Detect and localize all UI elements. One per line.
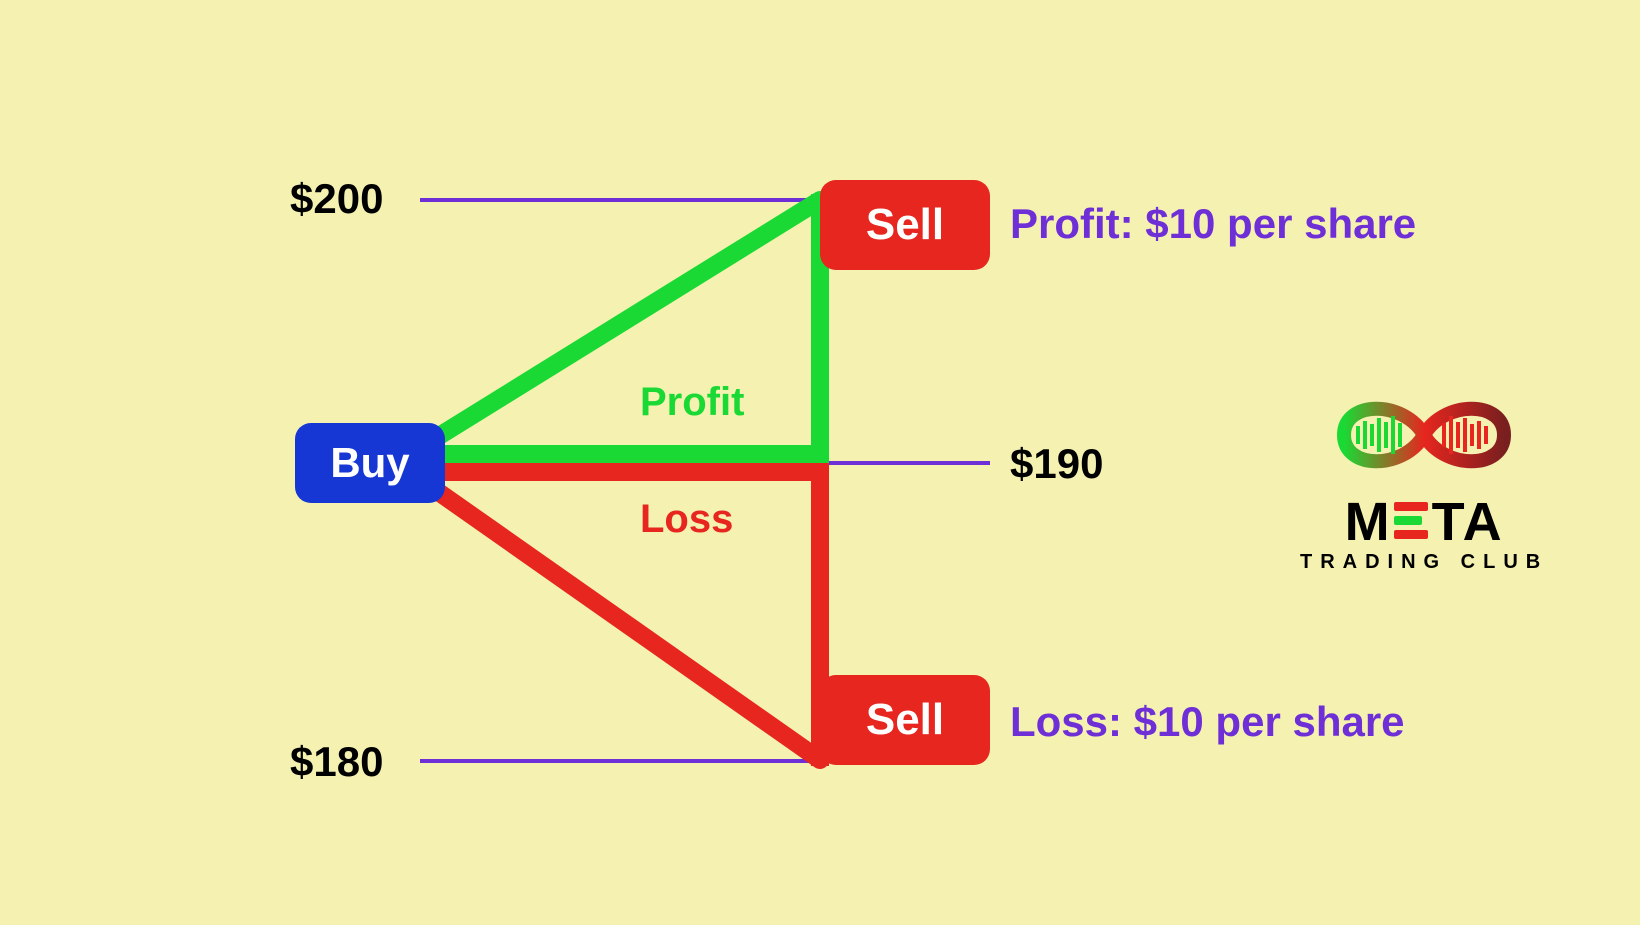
logo-title: MTA [1300, 495, 1548, 549]
logo-e-icon [1394, 500, 1430, 540]
loss-label: Loss [640, 497, 733, 542]
price-label-top: $200 [290, 175, 383, 223]
profit-label: Profit [640, 380, 744, 425]
buy-badge: Buy [295, 423, 445, 503]
price-label-middle: $190 [1010, 440, 1103, 488]
sell-badge-top: Sell [820, 180, 990, 270]
logo-subtitle: TRADING CLUB [1300, 551, 1548, 574]
infinity-icon [1314, 380, 1534, 490]
loss-note: Loss: $10 per share [1010, 698, 1405, 746]
price-label-bottom: $180 [290, 738, 383, 786]
profit-note: Profit: $10 per share [1010, 200, 1416, 248]
diagram-canvas: $200 $190 $180 Profit Loss Profit: $10 p… [0, 0, 1640, 925]
sell-badge-bottom: Sell [820, 675, 990, 765]
brand-logo: MTA TRADING CLUB [1300, 380, 1548, 574]
